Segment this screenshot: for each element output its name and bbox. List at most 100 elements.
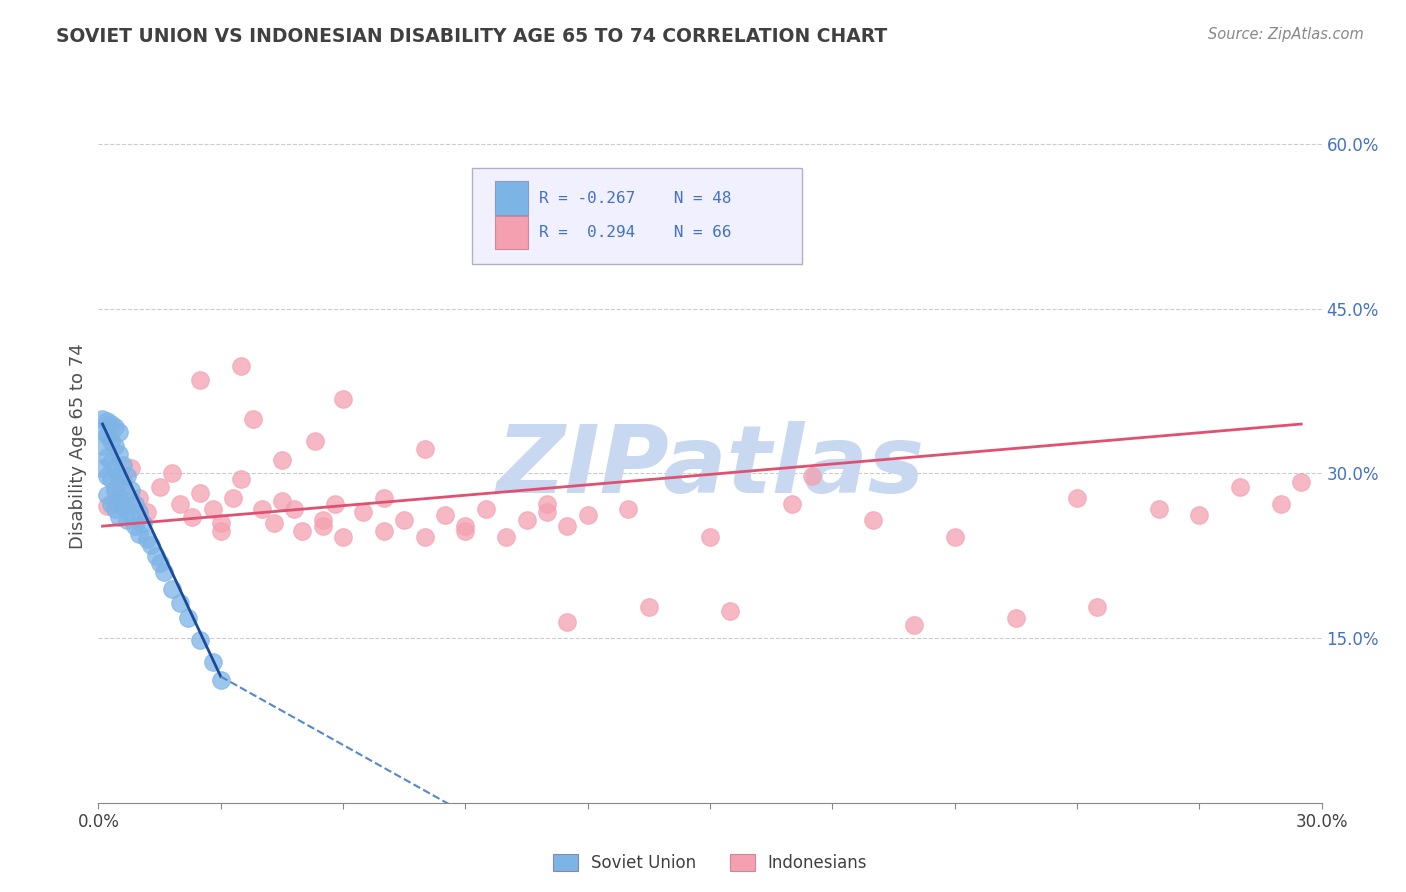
Point	[91, 439, 114, 453]
Point	[91, 411, 114, 425]
Point	[434, 508, 457, 523]
Point	[136, 533, 159, 547]
Point	[413, 442, 436, 457]
Point	[231, 472, 253, 486]
Point	[270, 453, 294, 467]
Point	[373, 491, 395, 505]
Point	[100, 455, 122, 469]
Point	[943, 530, 966, 544]
Point	[188, 633, 212, 648]
Point	[100, 472, 122, 486]
Point	[128, 526, 150, 541]
Point	[145, 549, 167, 563]
Point	[242, 411, 264, 425]
Point	[115, 494, 138, 508]
Point	[104, 501, 127, 516]
FancyBboxPatch shape	[471, 168, 801, 264]
Point	[96, 414, 118, 428]
Point	[250, 501, 273, 516]
Point	[323, 497, 346, 511]
Point	[209, 673, 232, 687]
Point	[312, 519, 335, 533]
Point	[474, 501, 498, 516]
Point	[188, 486, 212, 500]
Point	[115, 512, 138, 526]
Point	[862, 512, 884, 526]
Point	[100, 497, 122, 511]
Text: SOVIET UNION VS INDONESIAN DISABILITY AGE 65 TO 74 CORRELATION CHART: SOVIET UNION VS INDONESIAN DISABILITY AG…	[56, 27, 887, 45]
Point	[111, 472, 134, 486]
Point	[104, 461, 127, 475]
Point	[201, 655, 224, 669]
Point	[160, 582, 183, 596]
Point	[557, 519, 579, 533]
Text: ZIPatlas: ZIPatlas	[496, 421, 924, 514]
Point	[128, 505, 150, 519]
Point	[209, 516, 232, 530]
Point	[160, 467, 183, 481]
Legend: Soviet Union, Indonesians: Soviet Union, Indonesians	[544, 846, 876, 880]
Point	[128, 491, 150, 505]
Point	[536, 505, 558, 519]
Point	[454, 524, 477, 538]
Text: R = -0.267    N = 48: R = -0.267 N = 48	[538, 191, 731, 206]
Point	[454, 519, 477, 533]
Point	[780, 497, 803, 511]
Point	[104, 483, 127, 497]
Point	[108, 425, 131, 439]
Point	[177, 611, 200, 625]
Point	[201, 501, 224, 516]
Point	[108, 447, 131, 461]
Y-axis label: Disability Age 65 to 74: Disability Age 65 to 74	[69, 343, 87, 549]
Point	[536, 497, 558, 511]
Point	[115, 468, 138, 483]
Point	[91, 461, 114, 475]
Point	[124, 497, 146, 511]
Point	[96, 500, 118, 514]
Point	[801, 468, 824, 483]
Point	[373, 524, 395, 538]
Point	[720, 604, 742, 618]
Point	[169, 497, 191, 511]
Point	[124, 519, 146, 533]
Point	[413, 530, 436, 544]
Point	[1229, 480, 1251, 494]
Point	[1004, 611, 1026, 625]
Point	[96, 468, 118, 483]
Point	[111, 480, 134, 494]
Point	[291, 524, 314, 538]
Point	[149, 480, 172, 494]
Point	[100, 434, 122, 448]
Point	[263, 516, 285, 530]
FancyBboxPatch shape	[495, 181, 527, 215]
Point	[209, 524, 232, 538]
Point	[304, 434, 326, 448]
Point	[557, 615, 579, 629]
Point	[283, 501, 305, 516]
Point	[516, 512, 538, 526]
Point	[108, 510, 131, 524]
Point	[169, 596, 191, 610]
Point	[96, 428, 118, 442]
Point	[111, 500, 134, 514]
Point	[136, 505, 159, 519]
Point	[96, 488, 118, 502]
Text: Source: ZipAtlas.com: Source: ZipAtlas.com	[1208, 27, 1364, 42]
Point	[100, 417, 122, 431]
Point	[332, 392, 354, 406]
Point	[104, 420, 127, 434]
Point	[104, 483, 127, 497]
Point	[108, 468, 131, 483]
Point	[332, 530, 354, 544]
Point	[474, 209, 498, 223]
Point	[96, 450, 118, 464]
Point	[132, 516, 155, 530]
Point	[108, 491, 131, 505]
Point	[91, 423, 114, 437]
FancyBboxPatch shape	[495, 216, 527, 249]
Point	[270, 494, 294, 508]
Point	[1085, 600, 1108, 615]
Point	[352, 505, 374, 519]
Point	[1270, 497, 1292, 511]
Point	[1291, 475, 1313, 490]
